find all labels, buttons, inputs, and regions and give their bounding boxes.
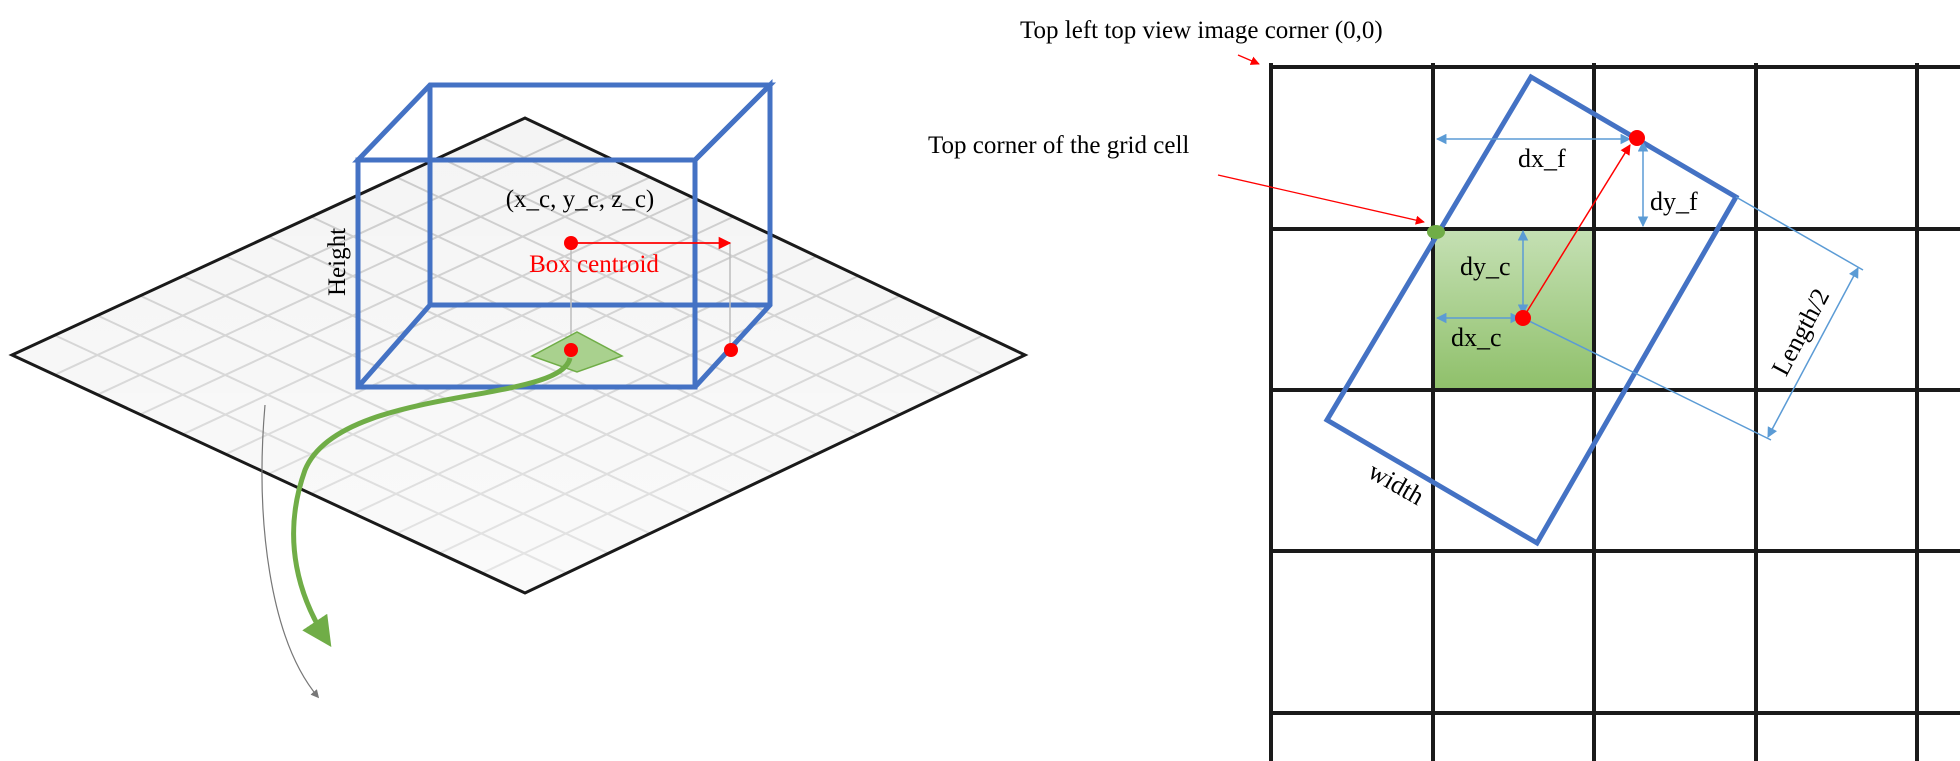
dimension-lines xyxy=(1435,133,1864,441)
centroid-dot xyxy=(564,236,578,250)
length-ext-bottom xyxy=(1522,317,1772,441)
top-left-corner-label: Top left top view image corner (0,0) xyxy=(1020,17,1383,44)
corner-pointer-arrow xyxy=(1237,54,1260,65)
floor-centroid-dot xyxy=(564,343,578,357)
box-centroid-dot xyxy=(1515,310,1531,326)
height-label: Height xyxy=(324,228,351,296)
grid-cell-corner-label: Top corner of the grid cell xyxy=(928,132,1189,159)
centroid-coordinates-label: (x_c, y_c, z_c) xyxy=(506,186,655,213)
dx-c-label: dx_c xyxy=(1451,323,1502,352)
dx-f-label: dx_f xyxy=(1518,144,1566,173)
left-3d-diagram: (x_c, y_c, z_c) Box centroid Height xyxy=(8,78,1029,699)
box-centroid-label: Box centroid xyxy=(529,251,659,278)
box-front-face xyxy=(355,157,698,390)
green-curve-arrow xyxy=(291,357,573,647)
gray-curve-arrow xyxy=(261,404,320,699)
length-half-arrow xyxy=(1767,267,1859,438)
floor-edge-dot xyxy=(724,343,738,357)
floor-outline xyxy=(8,116,1029,595)
top-view-grid xyxy=(1269,63,1960,761)
right-top-view-diagram: Top left top view image corner (0,0) Top… xyxy=(928,17,1960,761)
cell-corner-pointer-arrow xyxy=(1217,174,1425,225)
grid-cell-corner-dot xyxy=(1427,225,1445,239)
rotated-bounding-box xyxy=(1323,73,1740,547)
length-ext-top xyxy=(1735,196,1864,271)
width-label: width xyxy=(1363,456,1429,511)
dy-c-label: dy_c xyxy=(1460,252,1511,281)
centroid-to-front-arrow xyxy=(1522,144,1631,319)
length-half-label: Length/2 xyxy=(1766,284,1836,381)
highlighted-grid-cell xyxy=(1433,229,1594,390)
box-bottom-left-edge xyxy=(356,303,432,389)
dy-f-label: dy_f xyxy=(1650,187,1698,216)
box-front-center-dot xyxy=(1629,130,1645,146)
